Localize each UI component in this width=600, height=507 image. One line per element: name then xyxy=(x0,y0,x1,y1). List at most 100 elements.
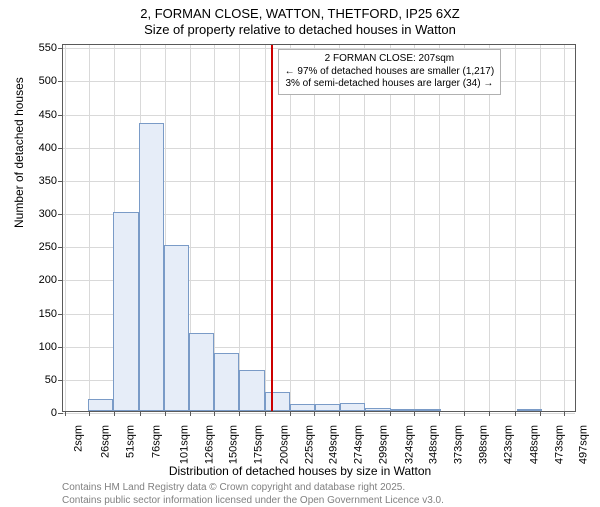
ytick-label: 200 xyxy=(39,274,57,286)
title-line-1: 2, FORMAN CLOSE, WATTON, THETFORD, IP25 … xyxy=(0,6,600,22)
histogram-bar xyxy=(391,409,416,411)
grid-line-v xyxy=(290,45,291,411)
xtick-mark xyxy=(314,411,315,416)
grid-line-v xyxy=(364,45,365,411)
grid-line-v xyxy=(314,45,315,411)
xtick-label: 473sqm xyxy=(553,425,565,464)
annotation-box: 2 FORMAN CLOSE: 207sqm← 97% of detached … xyxy=(278,49,502,95)
histogram-bar xyxy=(139,123,164,411)
xtick-mark xyxy=(290,411,291,416)
ytick-mark xyxy=(58,181,63,182)
xtick-label: 225sqm xyxy=(303,425,315,464)
ytick-mark xyxy=(58,48,63,49)
xtick-mark xyxy=(414,411,415,416)
xtick-label: 150sqm xyxy=(228,425,240,464)
xtick-label: 249sqm xyxy=(328,425,340,464)
xtick-mark xyxy=(439,411,440,416)
grid-line-v xyxy=(414,45,415,411)
xtick-mark xyxy=(464,411,465,416)
grid-line-v xyxy=(239,45,240,411)
footnote-line-2: Contains public sector information licen… xyxy=(62,495,444,507)
xtick-label: 497sqm xyxy=(577,425,589,464)
ytick-label: 550 xyxy=(39,42,57,54)
histogram-bar xyxy=(189,333,214,411)
ytick-mark xyxy=(58,247,63,248)
xtick-mark xyxy=(65,411,66,416)
xtick-label: 423sqm xyxy=(503,425,515,464)
grid-line-v xyxy=(515,45,516,411)
ytick-label: 450 xyxy=(39,109,57,121)
xtick-label: 26sqm xyxy=(100,425,112,458)
ytick-label: 300 xyxy=(39,208,57,220)
ytick-label: 400 xyxy=(39,142,57,154)
grid-line-v xyxy=(564,45,565,411)
histogram-bar xyxy=(113,212,138,411)
grid-line-v xyxy=(339,45,340,411)
x-axis-label: Distribution of detached houses by size … xyxy=(0,464,600,478)
grid-line-v xyxy=(265,45,266,411)
xtick-mark xyxy=(214,411,215,416)
xtick-label: 51sqm xyxy=(125,425,137,458)
xtick-label: 398sqm xyxy=(478,425,490,464)
histogram-bar xyxy=(239,370,264,411)
grid-line-v xyxy=(489,45,490,411)
xtick-label: 76sqm xyxy=(150,425,162,458)
histogram-bar xyxy=(340,403,365,411)
histogram-bar xyxy=(214,353,239,411)
ytick-label: 350 xyxy=(39,175,57,187)
ytick-mark xyxy=(58,148,63,149)
ytick-label: 150 xyxy=(39,308,57,320)
xtick-mark xyxy=(140,411,141,416)
xtick-label: 200sqm xyxy=(278,425,290,464)
footnote-line-1: Contains HM Land Registry data © Crown c… xyxy=(62,482,444,495)
histogram-bar xyxy=(416,409,441,411)
ytick-mark xyxy=(58,81,63,82)
ytick-mark xyxy=(58,214,63,215)
chart-area: 0501001502002503003504004505005502sqm26s… xyxy=(62,44,576,412)
ytick-mark xyxy=(58,347,63,348)
ytick-label: 500 xyxy=(39,75,57,87)
xtick-mark xyxy=(364,411,365,416)
histogram-bar xyxy=(164,245,189,411)
grid-line-v xyxy=(439,45,440,411)
xtick-mark xyxy=(114,411,115,416)
xtick-mark xyxy=(265,411,266,416)
ytick-label: 0 xyxy=(51,407,57,419)
histogram-bar xyxy=(88,399,113,411)
chart-title-block: 2, FORMAN CLOSE, WATTON, THETFORD, IP25 … xyxy=(0,0,600,39)
grid-line-v xyxy=(65,45,66,411)
grid-line-v xyxy=(89,45,90,411)
ytick-mark xyxy=(58,314,63,315)
xtick-label: 448sqm xyxy=(528,425,540,464)
footnote: Contains HM Land Registry data © Crown c… xyxy=(62,482,444,507)
xtick-mark xyxy=(339,411,340,416)
xtick-label: 324sqm xyxy=(403,425,415,464)
ytick-label: 100 xyxy=(39,341,57,353)
ytick-label: 50 xyxy=(45,374,57,386)
ytick-mark xyxy=(58,413,63,414)
annotation-line: 3% of semi-detached houses are larger (3… xyxy=(285,78,495,91)
xtick-label: 101sqm xyxy=(178,425,190,464)
xtick-mark xyxy=(165,411,166,416)
xtick-mark xyxy=(239,411,240,416)
xtick-label: 2sqm xyxy=(72,425,84,452)
reference-line xyxy=(271,45,273,411)
xtick-mark xyxy=(540,411,541,416)
xtick-mark xyxy=(515,411,516,416)
xtick-mark xyxy=(564,411,565,416)
xtick-label: 126sqm xyxy=(204,425,216,464)
xtick-label: 175sqm xyxy=(253,425,265,464)
xtick-label: 373sqm xyxy=(452,425,464,464)
xtick-mark xyxy=(190,411,191,416)
histogram-bar xyxy=(365,408,390,411)
xtick-mark xyxy=(89,411,90,416)
annotation-line: 2 FORMAN CLOSE: 207sqm xyxy=(285,53,495,66)
xtick-label: 348sqm xyxy=(427,425,439,464)
xtick-label: 299sqm xyxy=(378,425,390,464)
xtick-label: 274sqm xyxy=(353,425,365,464)
ytick-mark xyxy=(58,280,63,281)
annotation-line: ← 97% of detached houses are smaller (1,… xyxy=(285,66,495,79)
xtick-mark xyxy=(489,411,490,416)
histogram-bar xyxy=(315,404,340,411)
grid-line-v xyxy=(464,45,465,411)
